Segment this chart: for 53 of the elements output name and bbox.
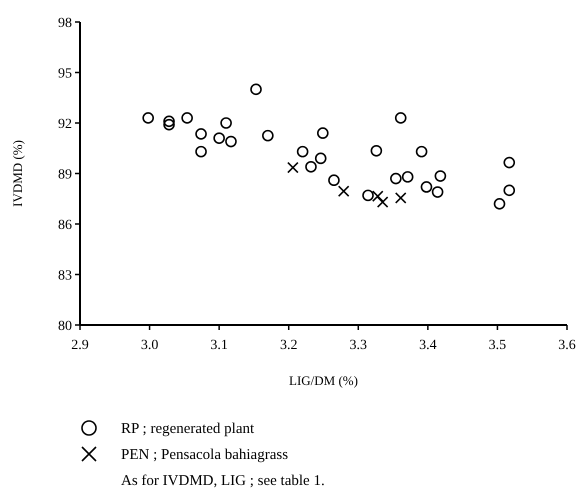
point <box>163 118 175 130</box>
point <box>362 190 374 202</box>
point <box>394 112 407 124</box>
point <box>314 152 327 164</box>
point <box>402 171 414 183</box>
point <box>195 128 207 140</box>
x-tick-label: 3.0 <box>140 338 158 353</box>
point <box>376 196 388 208</box>
point <box>225 136 237 148</box>
x-axis-title: LIG/DM (%) <box>289 373 358 388</box>
point <box>142 112 154 124</box>
point <box>262 130 274 142</box>
point <box>250 84 262 96</box>
point <box>317 127 329 139</box>
point <box>420 181 432 193</box>
point <box>213 132 225 144</box>
point <box>390 172 402 184</box>
point <box>503 156 516 168</box>
point <box>181 112 193 124</box>
x-tick-label: 3.1 <box>210 338 228 353</box>
x-tick-label: 2.9 <box>71 338 89 353</box>
x-tick-label: 3.4 <box>419 338 437 353</box>
x-tick-label: 3.2 <box>280 338 298 353</box>
point <box>503 184 516 196</box>
y-tick-label: 86 <box>58 218 72 233</box>
point <box>220 117 232 129</box>
y-tick-label: 89 <box>58 168 72 182</box>
point <box>434 170 446 182</box>
point <box>328 174 340 186</box>
y-axis-title: IVDMD (%) <box>10 140 25 207</box>
legend-label: RP ; regenerated plant <box>121 421 255 437</box>
point <box>416 146 428 158</box>
point <box>338 185 350 197</box>
y-tick-label: 98 <box>58 16 72 31</box>
point <box>372 190 384 202</box>
x-tick-label: 3.5 <box>488 338 506 353</box>
x-tick-label: 3.3 <box>350 338 368 353</box>
y-tick-label: 95 <box>58 66 72 82</box>
point <box>296 146 308 158</box>
x-tick-label: 3.6 <box>558 338 576 353</box>
point <box>305 160 317 173</box>
legend-label: PEN ; Pensacola bahiagrass <box>121 447 288 463</box>
point <box>287 162 299 174</box>
point <box>494 198 506 210</box>
y-tick-label: 92 <box>58 117 72 132</box>
y-tick-label: 83 <box>58 268 72 284</box>
point <box>195 146 207 158</box>
text: As for IVDMD, LIG ; see table 1. <box>121 473 325 489</box>
point <box>432 186 444 198</box>
point <box>394 192 407 204</box>
y-tick-label: 80 <box>58 319 72 334</box>
point <box>163 116 175 128</box>
point <box>370 144 382 157</box>
